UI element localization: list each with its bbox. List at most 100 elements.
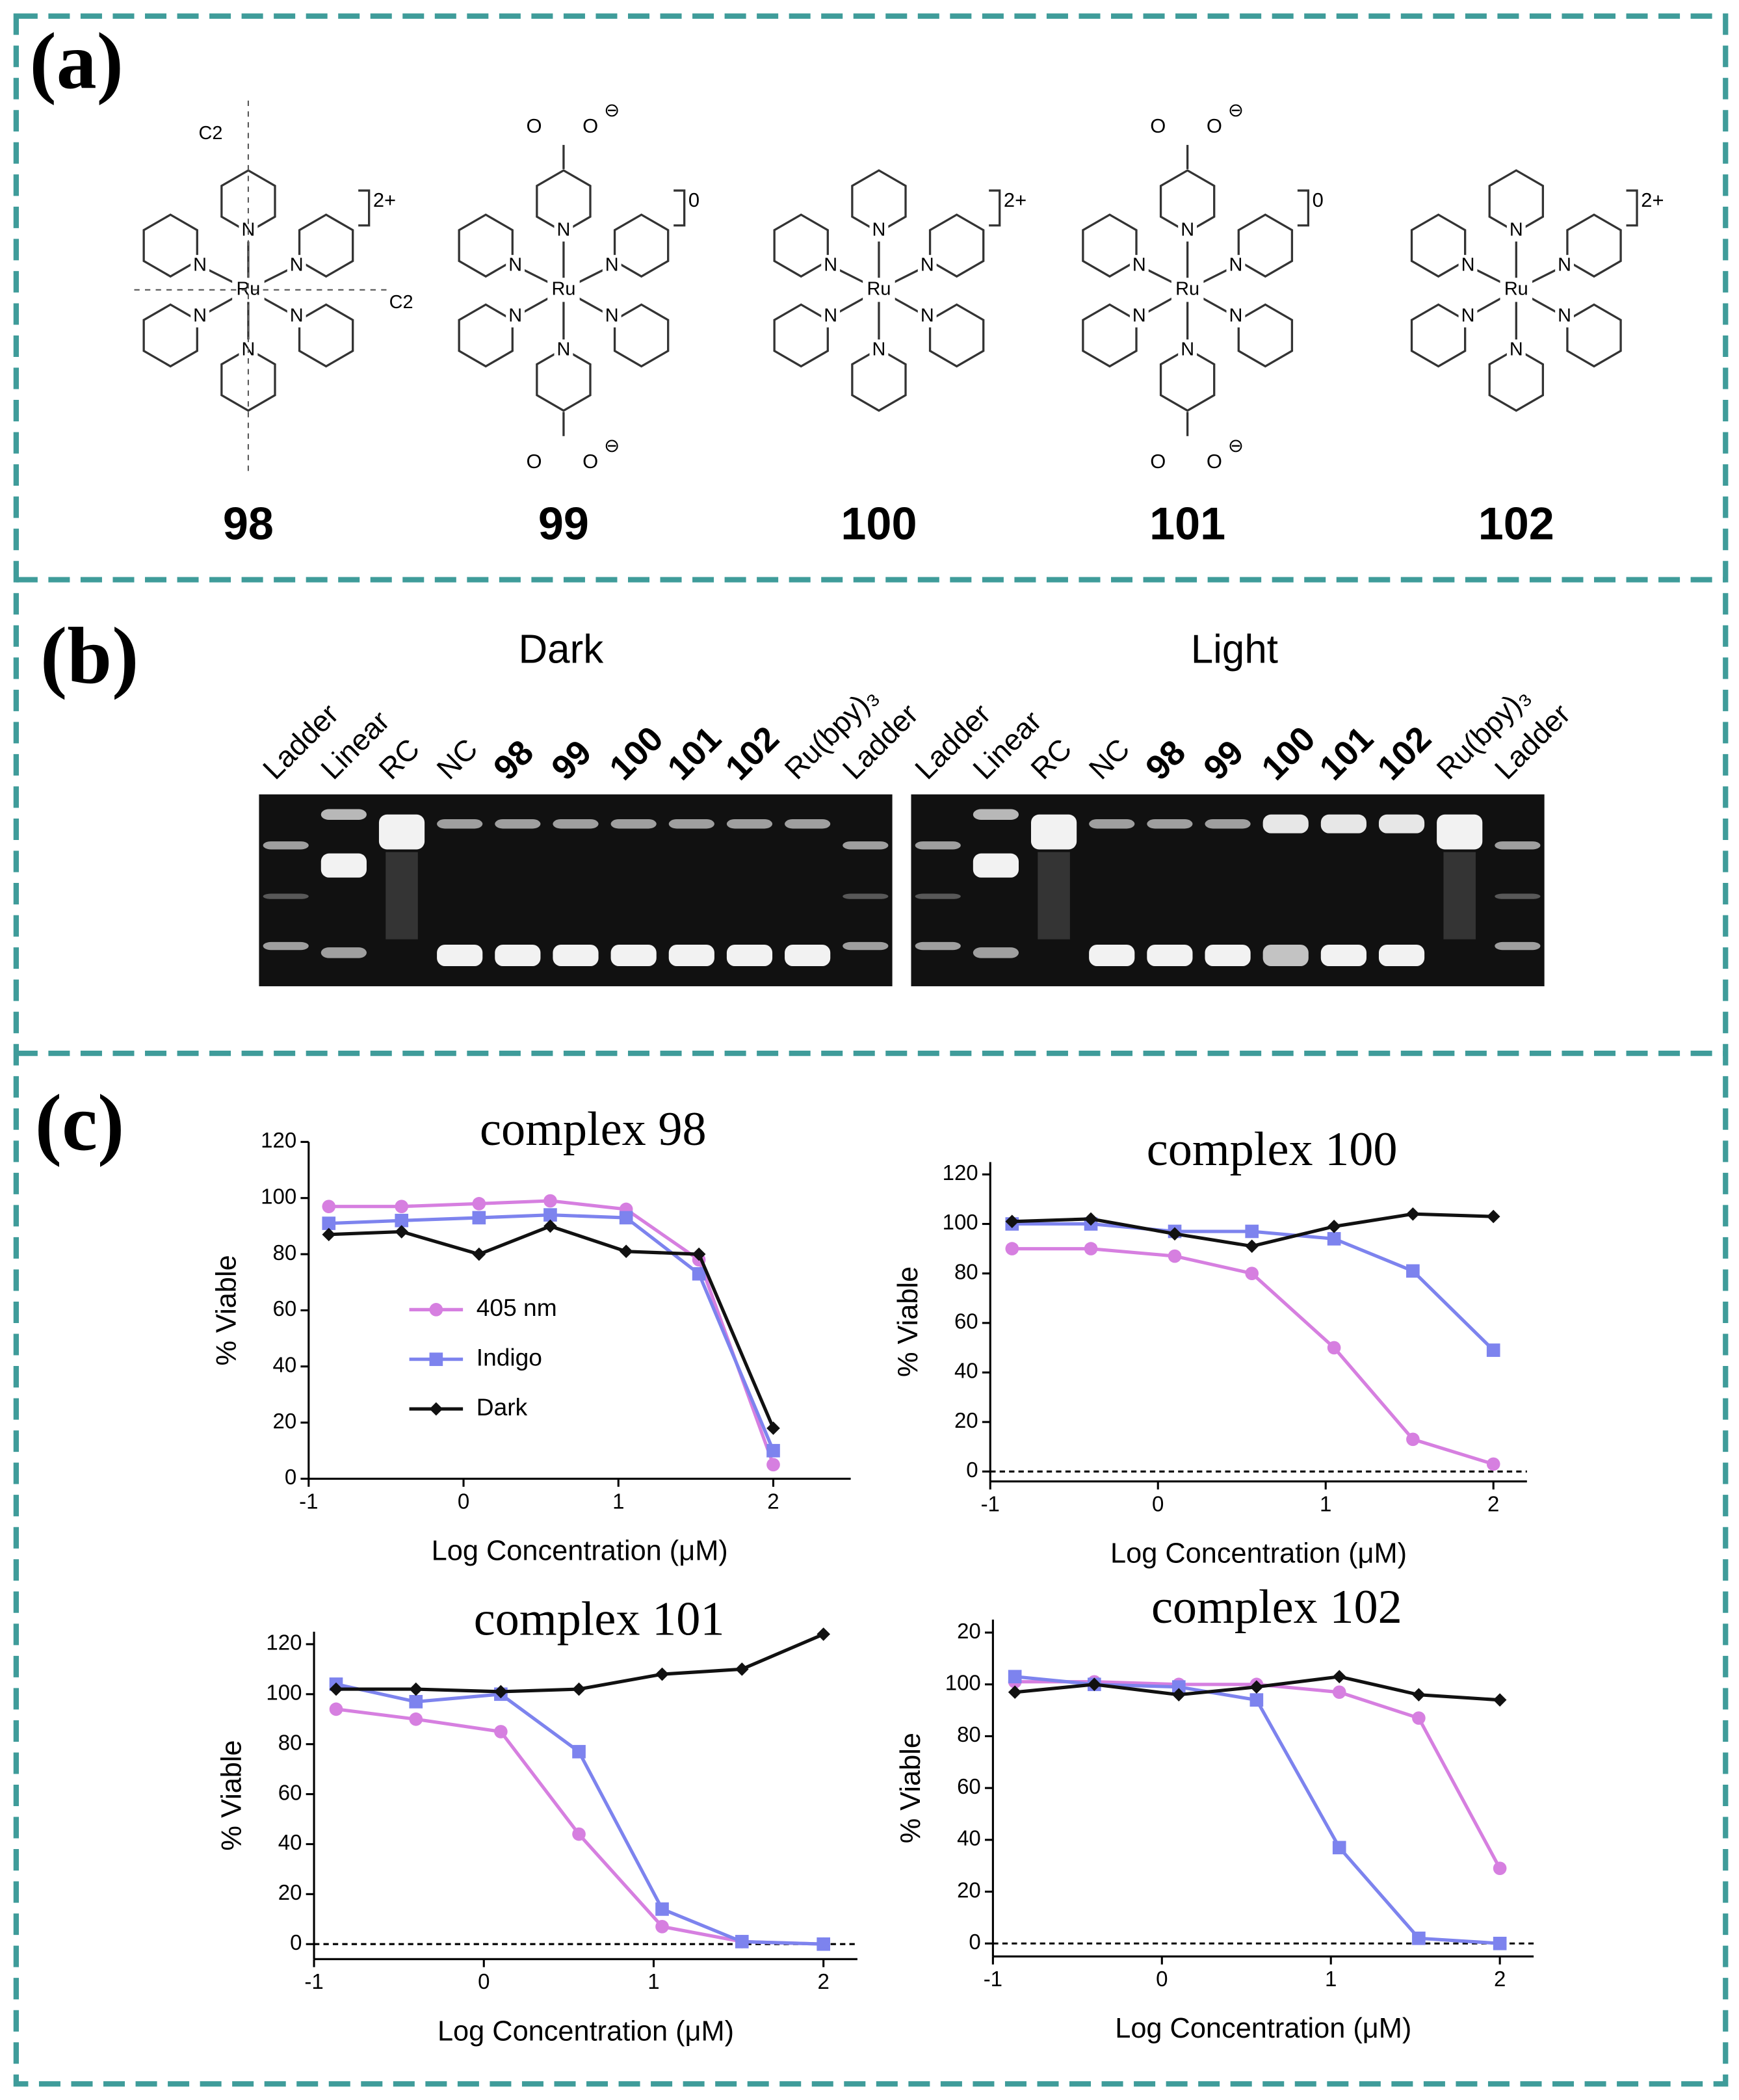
atom-bg — [1226, 306, 1246, 328]
atom-label: N — [1229, 306, 1243, 326]
data-point — [1486, 1343, 1500, 1358]
data-point — [409, 1712, 423, 1726]
gel-band — [320, 853, 367, 878]
atom-label: N — [605, 254, 619, 275]
atom-label: O — [1207, 114, 1222, 137]
data-point — [655, 1902, 669, 1916]
gel-band — [1495, 841, 1541, 850]
atom-label: ⊖ — [604, 100, 620, 121]
y-tick-label: 20 — [954, 1408, 978, 1432]
x-tick-label: 1 — [647, 1969, 659, 1993]
gel-band — [320, 809, 367, 820]
charge: 2+ — [373, 189, 396, 211]
charge: 2+ — [1641, 189, 1664, 211]
atom-bg — [1500, 278, 1533, 302]
gel-band — [437, 944, 483, 967]
atom-bg — [821, 255, 841, 277]
x-tick-label: 0 — [478, 1969, 490, 1993]
legend-marker — [429, 1352, 443, 1367]
atom-label: N — [1181, 339, 1194, 360]
atom-bg — [602, 306, 621, 328]
lane-label: 99 — [544, 733, 599, 788]
data-point — [329, 1702, 343, 1716]
x-tick-label: 1 — [1320, 1491, 1331, 1516]
data-point — [395, 1213, 409, 1227]
ring — [1410, 303, 1467, 368]
y-axis-label: % Viable — [216, 1740, 248, 1850]
atom-bg — [1506, 220, 1526, 242]
atom-bg — [602, 255, 621, 277]
gel-band — [785, 819, 831, 829]
gel-band — [973, 809, 1019, 820]
gel-band — [726, 944, 773, 967]
atom-label: N — [290, 254, 304, 275]
data-point — [817, 1627, 831, 1641]
gel-band — [1320, 814, 1366, 833]
ring — [142, 213, 198, 278]
gel-band — [1089, 819, 1135, 829]
data-point — [1327, 1220, 1341, 1233]
atom-label: Ru — [1175, 278, 1199, 299]
atom-bg — [1226, 255, 1246, 277]
bracket — [673, 189, 686, 227]
gel-band — [437, 819, 483, 829]
atom-label: N — [1461, 254, 1475, 275]
lane-label: 101 — [660, 719, 729, 788]
atom-label: O — [582, 114, 598, 137]
panel-border — [13, 13, 1729, 2087]
data-point — [1332, 1685, 1346, 1700]
ring — [928, 213, 985, 278]
bracket — [358, 189, 371, 227]
data-point — [735, 1662, 749, 1676]
atom-bg — [190, 255, 210, 277]
data-point — [322, 1216, 336, 1230]
data-point — [1412, 1688, 1426, 1702]
atom-label: N — [1558, 306, 1571, 326]
atom-label: N — [921, 254, 934, 275]
atom-bg — [917, 306, 937, 328]
legend-label: 405 nm — [477, 1294, 557, 1321]
data-point — [572, 1827, 586, 1841]
legend-label: Dark — [477, 1393, 528, 1421]
series-line — [328, 1213, 775, 1452]
atom-bg — [1555, 255, 1575, 277]
charge: 0 — [688, 189, 700, 211]
gel-band — [915, 893, 961, 899]
gel-band — [1437, 814, 1483, 850]
ring — [298, 213, 354, 278]
ring — [1237, 213, 1294, 278]
gel-title: Dark — [518, 627, 604, 672]
gel-band — [1378, 814, 1425, 833]
data-point — [1168, 1249, 1182, 1263]
gel-band — [1030, 814, 1077, 850]
ring — [1566, 213, 1622, 278]
data-point — [1486, 1209, 1500, 1224]
y-axis-label: % Viable — [211, 1255, 242, 1365]
data-point — [1008, 1685, 1022, 1700]
data-point — [1245, 1224, 1259, 1239]
gel-band — [263, 893, 309, 899]
data-point — [322, 1200, 336, 1213]
data-point — [472, 1247, 486, 1261]
charge: 0 — [1313, 189, 1324, 211]
gel-band — [263, 941, 309, 951]
ring — [536, 347, 592, 412]
data-point — [472, 1197, 486, 1211]
data-point — [1084, 1242, 1098, 1255]
y-tick-label: 100 — [266, 1681, 302, 1705]
ring — [1082, 213, 1138, 278]
gel-band — [495, 944, 541, 967]
ring — [458, 303, 514, 368]
atom-label: N — [193, 306, 207, 326]
y-tick-label: 60 — [272, 1296, 296, 1320]
x-tick-label: 2 — [817, 1969, 829, 1993]
data-point — [1412, 1711, 1426, 1725]
atom-bg — [1129, 255, 1149, 277]
data-point — [1327, 1341, 1341, 1355]
y-tick-label: 60 — [278, 1780, 302, 1804]
gel-band — [1262, 944, 1309, 967]
atom-bg — [1178, 339, 1197, 361]
legend-label: Indigo — [477, 1344, 542, 1371]
data-point — [1249, 1693, 1264, 1707]
gel-band — [915, 941, 961, 951]
